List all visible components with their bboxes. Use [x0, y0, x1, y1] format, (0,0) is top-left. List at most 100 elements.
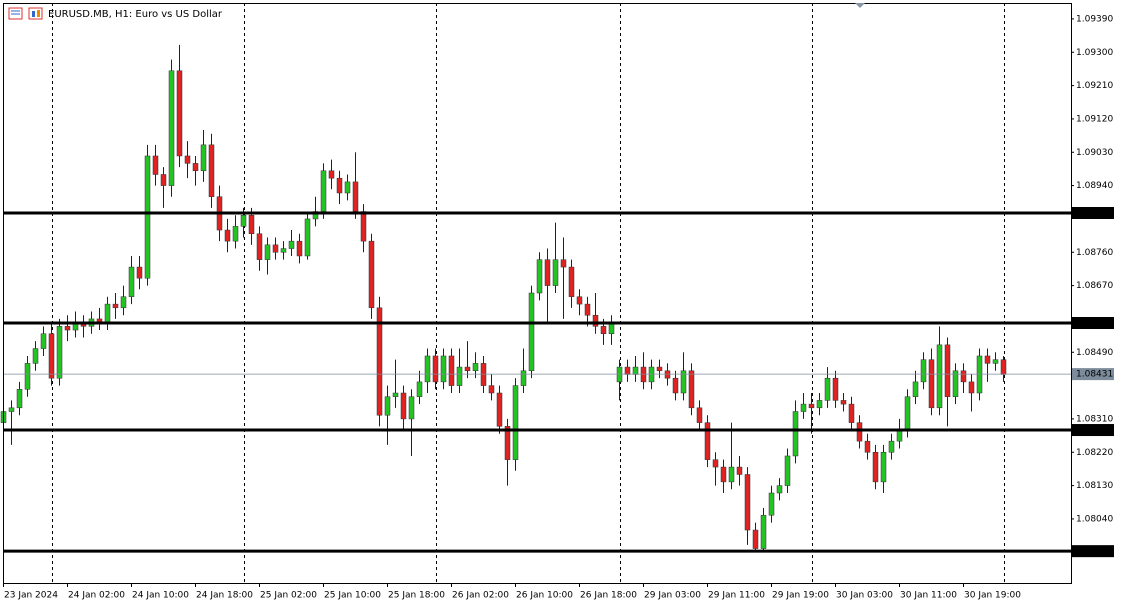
- candle-body: [872, 452, 879, 483]
- y-tick-label: 1.08040: [1076, 514, 1113, 524]
- candle-body: [32, 348, 39, 364]
- candle-body: [224, 229, 231, 242]
- candle-body: [440, 355, 447, 383]
- candle-body: [120, 296, 127, 309]
- period-separators: [52, 3, 1005, 583]
- x-tick-label: 26 Jan 10:00: [516, 591, 573, 601]
- candle-body: [664, 370, 671, 379]
- level-label: 1.07953: [1076, 547, 1113, 557]
- candle-body: [184, 155, 191, 164]
- candle-body: [424, 355, 431, 383]
- candle-body: [8, 407, 15, 412]
- candle-body: [912, 381, 919, 397]
- candle-body: [384, 396, 391, 416]
- candle-body: [984, 355, 991, 364]
- y-tick-label: 1.09390: [1076, 14, 1113, 24]
- chart-title: EURUSD.MB, H1: Euro vs US Dollar: [48, 9, 223, 20]
- candle-body: [432, 355, 439, 383]
- candle-body: [488, 385, 495, 394]
- candle-body: [112, 303, 119, 309]
- candle-body: [832, 377, 839, 401]
- candle-body: [800, 403, 807, 412]
- candle-body: [760, 514, 767, 549]
- x-tick-label: 29 Jan 11:00: [708, 591, 765, 601]
- candle-body: [296, 240, 303, 257]
- candle-body: [352, 181, 359, 212]
- candle-body: [248, 214, 255, 234]
- x-tick-label: 26 Jan 18:00: [580, 591, 637, 601]
- level-label: 1.08866: [1076, 209, 1113, 219]
- candle-body: [504, 426, 511, 460]
- candle-body: [456, 366, 463, 386]
- icon-bar: [37, 10, 40, 17]
- candle-body: [288, 240, 295, 249]
- candle-body: [56, 326, 63, 379]
- candle-body: [376, 307, 383, 416]
- x-tick-label: 29 Jan 19:00: [772, 591, 829, 601]
- y-tick-label: 1.08310: [1076, 414, 1113, 424]
- plot-border: [3, 3, 1072, 584]
- y-tick-label: 1.09030: [1076, 148, 1113, 158]
- candle-body: [24, 363, 31, 390]
- candle-body: [680, 370, 687, 394]
- candle-body: [624, 366, 631, 375]
- x-tick-label: 30 Jan 11:00: [900, 591, 957, 601]
- candle-body: [464, 366, 471, 372]
- y-tick-label: 1.08760: [1076, 248, 1113, 258]
- candle-body: [648, 366, 655, 383]
- candle-body: [616, 366, 623, 383]
- icon: [28, 7, 43, 20]
- icon-bar: [32, 11, 35, 17]
- candle-body: [952, 370, 959, 397]
- candle-body: [584, 303, 591, 316]
- candle-body: [240, 214, 247, 227]
- candle-body: [768, 492, 775, 516]
- current-price-label: 1.08431: [1076, 370, 1113, 380]
- candle-body: [968, 381, 975, 394]
- candle-body: [272, 244, 279, 253]
- candle-body: [64, 326, 71, 331]
- candle-body: [552, 259, 559, 286]
- candle-body: [192, 163, 199, 172]
- candle-body: [520, 370, 527, 386]
- candle-body: [688, 370, 695, 409]
- candle-body: [816, 400, 823, 409]
- y-tick-label: 1.08670: [1076, 281, 1113, 291]
- y-tick-label: 1.09120: [1076, 114, 1113, 124]
- candle-body: [48, 333, 55, 379]
- candle-body: [776, 485, 783, 494]
- y-tick-label: 1.08130: [1076, 481, 1113, 491]
- x-tick-label: 24 Jan 10:00: [132, 591, 189, 601]
- plot-layer: [0, 44, 1071, 553]
- candle-body: [856, 422, 863, 442]
- x-tick-label: 30 Jan 19:00: [964, 591, 1021, 601]
- x-tick-label: 25 Jan 18:00: [388, 591, 445, 601]
- candle-body: [512, 385, 519, 460]
- candle-body: [632, 366, 639, 375]
- candle-body: [640, 366, 647, 383]
- level-label-box: [1072, 545, 1114, 558]
- candle-body: [976, 355, 983, 394]
- y-tick-label: 1.08220: [1076, 448, 1113, 458]
- candle-body: [728, 466, 735, 483]
- candle-body: [232, 226, 239, 242]
- candle-body: [304, 218, 311, 257]
- candle-body: [416, 381, 423, 397]
- candle-body: [736, 466, 743, 475]
- candle-body: [672, 377, 679, 394]
- candle-body: [560, 259, 567, 268]
- candle-body: [168, 70, 175, 186]
- candle-body: [888, 440, 895, 453]
- y-tick-label: 1.08940: [1076, 181, 1113, 191]
- candle-body: [360, 211, 367, 242]
- candle-body: [936, 344, 943, 409]
- x-tick-label: 23 Jan 2024: [4, 591, 58, 601]
- candle-body: [808, 403, 815, 409]
- candle-body: [392, 392, 399, 397]
- x-tick-label: 24 Jan 18:00: [196, 591, 253, 601]
- candle-body: [200, 144, 207, 172]
- x-tick-label: 29 Jan 03:00: [644, 591, 701, 601]
- candle-body: [208, 144, 215, 197]
- candle-body: [600, 326, 607, 334]
